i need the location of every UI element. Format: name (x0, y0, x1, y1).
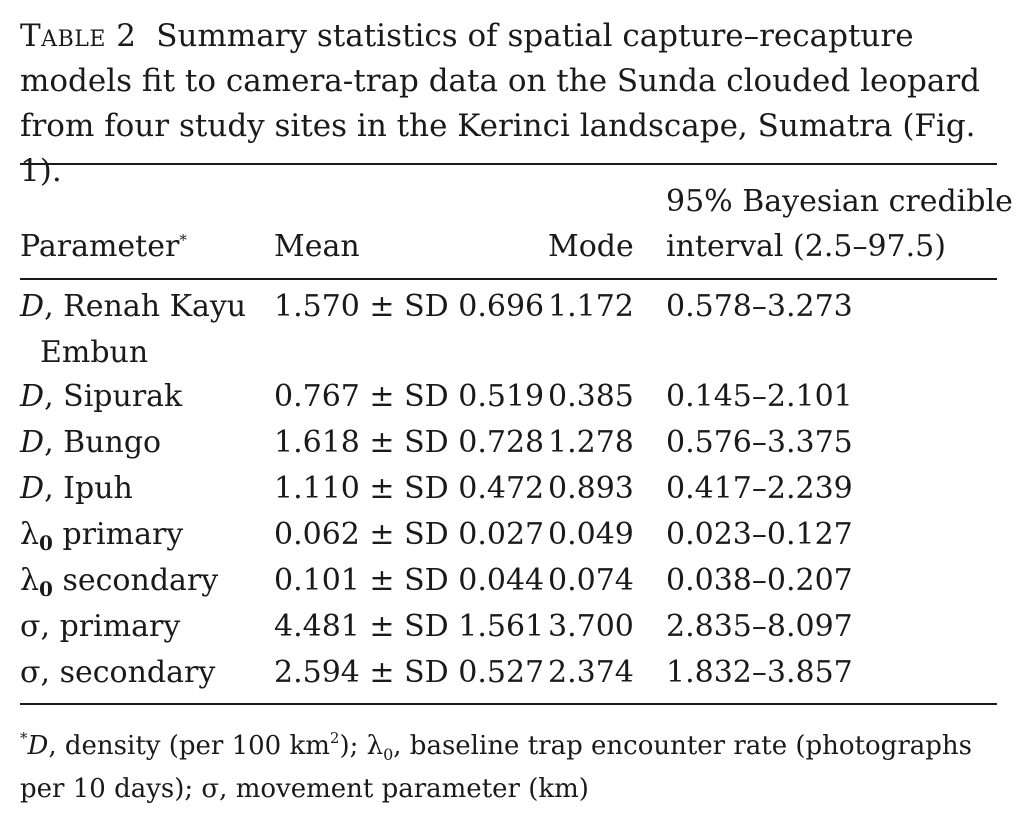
row-mean: 0.062 ± SD 0.027 (274, 517, 545, 552)
parameter-label: primary (59, 609, 181, 644)
parameter-label: Sipurak (63, 379, 183, 414)
parameter-symbol: D (20, 425, 45, 460)
row-mode: 0.893 (548, 471, 634, 506)
row-mean: 1.110 ± SD 0.472 (274, 471, 545, 506)
parameter-label: secondary (62, 563, 219, 598)
row-mode: 0.074 (548, 563, 634, 598)
footnote-d-symbol: D (27, 731, 49, 761)
row-interval: 1.832–3.857 (666, 655, 853, 690)
row-parameter: λ0 primary (20, 512, 183, 560)
parameter-subscript: 0 (39, 577, 53, 601)
footnote-lambda-text: , baseline trap encounter rate (photogra… (20, 731, 972, 804)
row-mode: 1.172 (548, 289, 634, 324)
caption-text: Summary statistics of spatial capture–re… (20, 18, 980, 189)
row-mean: 4.481 ± SD 1.561 (274, 609, 545, 644)
parameter-separator: , (44, 471, 54, 506)
table-footnote: *D, density (per 100 km2); λ0, baseline … (20, 726, 1005, 809)
parameter-symbol: λ (20, 517, 40, 552)
row-interval: 2.835–8.097 (666, 609, 853, 644)
row-mode: 2.374 (548, 655, 634, 690)
row-mode: 0.049 (548, 517, 634, 552)
parameter-symbol: D (20, 289, 45, 324)
row-mode: 0.385 (548, 379, 634, 414)
table-caption: Table 2 Summary statistics of spatial ca… (20, 14, 1005, 194)
parameter-label: Renah Kayu (63, 289, 247, 324)
header-parameter: Parameter* (20, 229, 187, 264)
parameter-separator: , (40, 655, 51, 690)
top-rule (20, 163, 997, 165)
parameter-symbol: D (20, 471, 45, 506)
row-interval: 0.145–2.101 (666, 379, 853, 414)
parameter-symbol: σ (20, 609, 41, 644)
row-mean: 1.618 ± SD 0.728 (274, 425, 545, 460)
header-interval-line1: 95% Bayesian credible (666, 184, 1013, 219)
row-parameter: D, Ipuh (20, 466, 133, 512)
row-parameter: σ, primary (20, 604, 180, 650)
parameter-separator: , (44, 289, 54, 324)
parameter-subscript: 0 (39, 531, 53, 555)
parameter-separator: , (44, 425, 54, 460)
parameter-label: Ipuh (63, 471, 133, 506)
header-mean: Mean (274, 229, 360, 264)
header-rule (20, 278, 997, 280)
row-parameter: D, Sipurak (20, 374, 182, 420)
footnote-lambda-subscript: 0 (383, 745, 394, 764)
row-mean: 1.570 ± SD 0.696 (274, 289, 545, 324)
row-parameter: D, Renah Kayu (20, 284, 246, 330)
footnote-lambda-symbol: λ (366, 731, 384, 761)
footnote-d-close: ); (339, 731, 367, 761)
header-parameter-mark: * (179, 231, 187, 249)
row-parameter: σ, secondary (20, 650, 215, 696)
footnote-mark: * (20, 729, 28, 747)
row-interval: 0.417–2.239 (666, 471, 853, 506)
footnote-km-superscript: 2 (329, 729, 340, 747)
row-mode: 1.278 (548, 425, 634, 460)
table-label: Table 2 (20, 18, 137, 54)
bottom-rule (20, 703, 997, 705)
parameter-label: secondary (59, 655, 216, 690)
parameter-label-continued: Embun (40, 335, 149, 370)
header-interval-line2: interval (2.5–97.5) (666, 229, 946, 264)
parameter-label: primary (62, 517, 184, 552)
row-parameter: D, Bungo (20, 420, 161, 466)
parameter-symbol: σ (20, 655, 41, 690)
row-interval: 0.023–0.127 (666, 517, 853, 552)
parameter-symbol: λ (20, 563, 40, 598)
row-mean: 0.767 ± SD 0.519 (274, 379, 545, 414)
parameter-label: Bungo (63, 425, 162, 460)
row-mode: 3.700 (548, 609, 634, 644)
footnote-d-text: , density (per 100 km (48, 731, 330, 761)
row-parameter: λ0 secondary (20, 558, 218, 606)
row-interval: 0.038–0.207 (666, 563, 853, 598)
header-mode: Mode (548, 229, 634, 264)
row-mean: 2.594 ± SD 0.527 (274, 655, 545, 690)
parameter-separator: , (44, 379, 54, 414)
parameter-separator: , (40, 609, 51, 644)
row-interval: 0.576–3.375 (666, 425, 853, 460)
row-mean: 0.101 ± SD 0.044 (274, 563, 545, 598)
parameter-symbol: D (20, 379, 45, 414)
row-interval: 0.578–3.273 (666, 289, 853, 324)
